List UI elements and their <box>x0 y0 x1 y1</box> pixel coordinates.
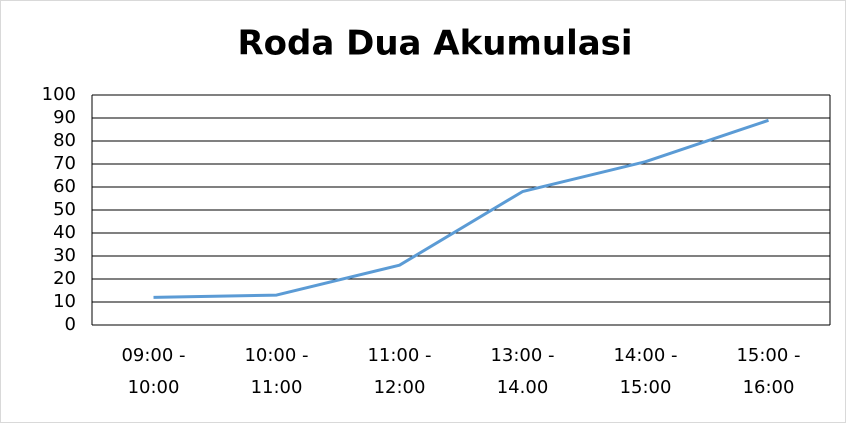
y-tick-label: 60 <box>53 176 76 197</box>
y-tick-label: 100 <box>42 84 76 105</box>
y-tick-label: 90 <box>53 107 76 128</box>
y-tick-label: 10 <box>53 291 76 312</box>
y-tick-label: 40 <box>53 222 76 243</box>
y-tick-label: 20 <box>53 268 76 289</box>
x-tick-label: 10:00 -11:00 <box>244 345 308 398</box>
y-tick-label: 30 <box>53 245 76 266</box>
x-tick-label: 11:00 -12:00 <box>367 345 431 398</box>
x-tick-label: 13:00 -14.00 <box>490 345 554 398</box>
x-tick-label: 14:00 -15:00 <box>613 345 677 398</box>
x-tick-label: 15:00 -16:00 <box>736 345 800 398</box>
y-tick-label: 0 <box>65 314 76 335</box>
y-tick-label: 50 <box>53 199 76 220</box>
x-tick-label: 09:00 -10:00 <box>121 345 185 398</box>
y-tick-label: 80 <box>53 130 76 151</box>
chart-title: Roda Dua Akumulasi <box>237 24 632 64</box>
y-tick-label: 70 <box>53 153 76 174</box>
data-line <box>153 118 769 299</box>
